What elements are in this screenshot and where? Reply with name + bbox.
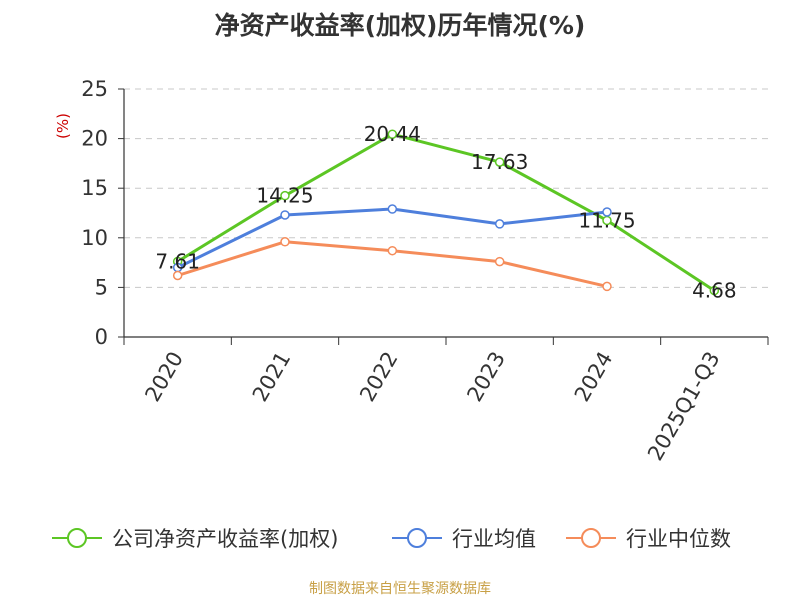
data-point: [172, 270, 183, 281]
series-lines: [172, 129, 720, 296]
gridlines: [124, 88, 768, 288]
legend-item[interactable]: 行业均值: [392, 520, 536, 556]
data-label: 17.63: [471, 150, 528, 174]
x-tick-label: 2022: [355, 348, 403, 406]
data-point: [602, 207, 612, 217]
legend-item[interactable]: 公司净资产收益率(加权): [52, 520, 338, 556]
data-point: [280, 237, 290, 247]
y-axis-label: (%): [54, 113, 72, 139]
data-point: [494, 219, 505, 229]
x-tick-label: 2025Q1-Q3: [643, 348, 725, 465]
data-label: 4.68: [692, 279, 737, 303]
data-point: [602, 281, 612, 292]
series-line: [176, 132, 716, 292]
data-label: 14.25: [256, 184, 313, 208]
x-tick-label: 2024: [570, 348, 618, 406]
legend: 公司净资产收益率(加权) 行业均值 行业中位数: [0, 520, 800, 556]
data-point: [280, 190, 290, 201]
y-tick-label: 25: [81, 77, 108, 101]
source-note: 制图数据来自恒生聚源数据库: [309, 581, 491, 597]
data-point: [494, 157, 505, 167]
y-tick-label: 0: [95, 325, 108, 349]
data-point: [387, 129, 398, 139]
y-tick-label: 15: [81, 176, 108, 200]
data-point: [387, 204, 398, 214]
x-tick-label: 2021: [248, 348, 296, 406]
legend-marker-icon: [392, 528, 442, 548]
legend-item[interactable]: 行业中位数: [566, 520, 731, 556]
chart-title: 净资产收益率(加权)历年情况(%): [214, 11, 586, 40]
data-point: [280, 210, 290, 220]
y-tick-label: 5: [95, 275, 108, 299]
y-tick-label: 10: [81, 226, 108, 250]
legend-label: 行业均值: [452, 527, 536, 551]
data-point: [387, 245, 398, 256]
x-tick-label: 2023: [462, 347, 510, 405]
legend-marker-icon: [52, 528, 102, 548]
data-labels: 7.61 14.25 20.44 17.63 11.75 4.68: [155, 122, 736, 302]
data-label: 20.44: [364, 122, 421, 146]
legend-marker-icon: [566, 528, 616, 548]
legend-label: 公司净资产收益率(加权): [112, 527, 339, 551]
y-tick-label: 20: [81, 127, 108, 151]
data-label: 11.75: [578, 208, 635, 232]
data-label: 7.61: [155, 250, 200, 274]
data-point: [494, 256, 505, 267]
legend-label: 行业中位数: [626, 527, 731, 551]
data-point: [709, 285, 720, 296]
x-tick-label: 2020: [140, 348, 188, 406]
